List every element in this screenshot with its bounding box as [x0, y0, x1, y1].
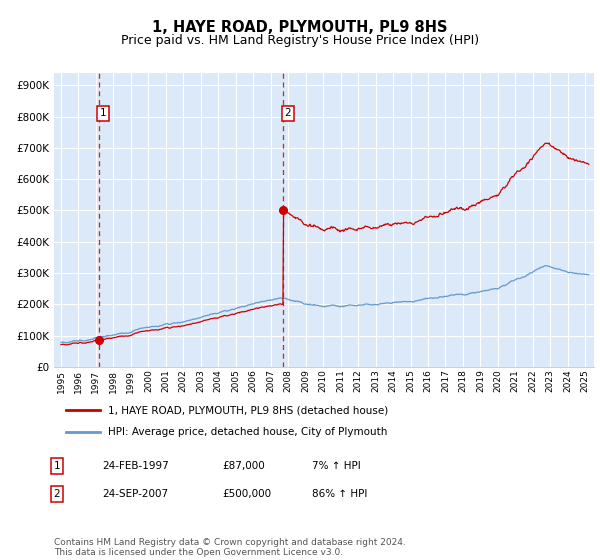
- Text: 24-SEP-2007: 24-SEP-2007: [102, 489, 168, 499]
- Text: 1, HAYE ROAD, PLYMOUTH, PL9 8HS (detached house): 1, HAYE ROAD, PLYMOUTH, PL9 8HS (detache…: [108, 405, 388, 416]
- Text: £500,000: £500,000: [222, 489, 271, 499]
- Text: 24-FEB-1997: 24-FEB-1997: [102, 461, 169, 471]
- Text: £87,000: £87,000: [222, 461, 265, 471]
- Text: 1: 1: [100, 109, 106, 119]
- Text: HPI: Average price, detached house, City of Plymouth: HPI: Average price, detached house, City…: [108, 427, 387, 437]
- Text: Contains HM Land Registry data © Crown copyright and database right 2024.
This d: Contains HM Land Registry data © Crown c…: [54, 538, 406, 557]
- Text: 2: 2: [53, 489, 61, 499]
- Text: 1: 1: [53, 461, 61, 471]
- Text: 7% ↑ HPI: 7% ↑ HPI: [312, 461, 361, 471]
- Text: 1, HAYE ROAD, PLYMOUTH, PL9 8HS: 1, HAYE ROAD, PLYMOUTH, PL9 8HS: [152, 20, 448, 35]
- Text: 2: 2: [284, 109, 291, 119]
- Text: 86% ↑ HPI: 86% ↑ HPI: [312, 489, 367, 499]
- Text: Price paid vs. HM Land Registry's House Price Index (HPI): Price paid vs. HM Land Registry's House …: [121, 34, 479, 46]
